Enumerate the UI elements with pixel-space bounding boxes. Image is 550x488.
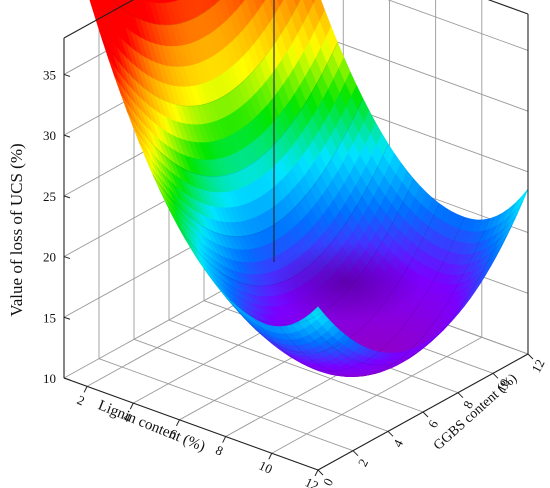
surface-shading [270,242,420,322]
y-tick-label: 4 [390,437,407,450]
x-tick-label: 2 [75,392,87,408]
y-tick-mark [422,411,429,418]
y-tick-mark [492,372,499,379]
z-tick-label: 10 [43,371,56,386]
response-surface [89,0,529,377]
z-tick-mark [63,195,71,199]
surface-mesh-line [254,217,465,372]
y-tick-label: 0 [320,476,336,488]
y-tick-label: 10 [493,376,512,394]
surface-mesh-line [152,98,364,237]
x-axis-line [63,377,319,471]
surface-mesh-line [101,0,301,107]
y-tick-mark [457,392,464,399]
z-tick-mark [63,256,71,260]
y-tick-mark [317,469,324,476]
surface-mesh-line [305,203,516,366]
z-tick-mark [63,377,71,381]
floor-grid-line [168,319,424,413]
y-tick-mark [527,353,534,360]
z-tick-mark [63,73,71,77]
y-tick-label: 2 [355,456,371,469]
x-tick-mark [268,453,273,460]
y-tick-mark [352,450,359,457]
z-tick-label: 25 [43,189,56,204]
z-tick-label: 15 [43,310,56,325]
floor-grid-line [133,338,389,432]
surface-mesh-line [279,218,491,377]
x-tick-mark [129,402,134,410]
y-tick-label: 6 [425,417,442,430]
z-tick-label: 20 [43,250,56,265]
y-tick-label: 12 [528,357,547,375]
z-tick-label: 30 [43,128,56,143]
box-edge [63,0,134,39]
x-tick-label: 12 [303,474,321,488]
z-tick-label: 35 [43,67,56,82]
z-axis-title: Value of loss of UCS (%) [7,143,26,316]
wall-grid-line [387,0,529,51]
floor-grid-line [98,358,354,452]
surface-mesh-line [127,42,338,177]
surface-mesh-line [112,0,221,26]
x-tick-mark [222,436,227,443]
x-tick-mark [176,419,180,427]
x-tick-label: 8 [213,442,225,458]
z-tick-mark [63,134,71,138]
x-tick-label: 10 [257,458,275,477]
surface-patch [311,0,316,6]
y-tick-mark [387,430,394,437]
x-tick-mark [314,469,319,477]
z-tick-mark [63,316,71,320]
x-tick-mark [83,386,88,393]
x-axis-title: Lignin content (%) [96,397,208,455]
surface-patch [516,188,529,210]
